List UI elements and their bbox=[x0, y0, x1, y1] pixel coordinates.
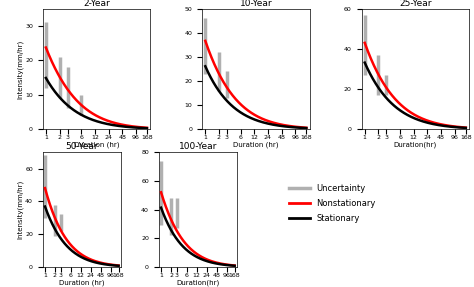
X-axis label: Duration (hr): Duration (hr) bbox=[74, 142, 119, 148]
Title: 10-Year: 10-Year bbox=[240, 0, 272, 8]
Y-axis label: Intensity(mm/hr): Intensity(mm/hr) bbox=[17, 180, 24, 239]
X-axis label: Duration(hr): Duration(hr) bbox=[394, 142, 437, 148]
Title: 100-Year: 100-Year bbox=[179, 142, 217, 151]
Y-axis label: Intensity(mm/hr): Intensity(mm/hr) bbox=[17, 39, 24, 98]
Legend: Uncertainty, Nonstationary, Stationary: Uncertainty, Nonstationary, Stationary bbox=[289, 185, 375, 223]
Title: 2-Year: 2-Year bbox=[83, 0, 110, 8]
X-axis label: Duration (hr): Duration (hr) bbox=[59, 280, 105, 286]
X-axis label: Duration(hr): Duration(hr) bbox=[176, 280, 219, 286]
X-axis label: Duration (hr): Duration (hr) bbox=[233, 142, 279, 148]
Title: 50-Year: 50-Year bbox=[65, 142, 98, 151]
Title: 25-Year: 25-Year bbox=[399, 0, 432, 8]
